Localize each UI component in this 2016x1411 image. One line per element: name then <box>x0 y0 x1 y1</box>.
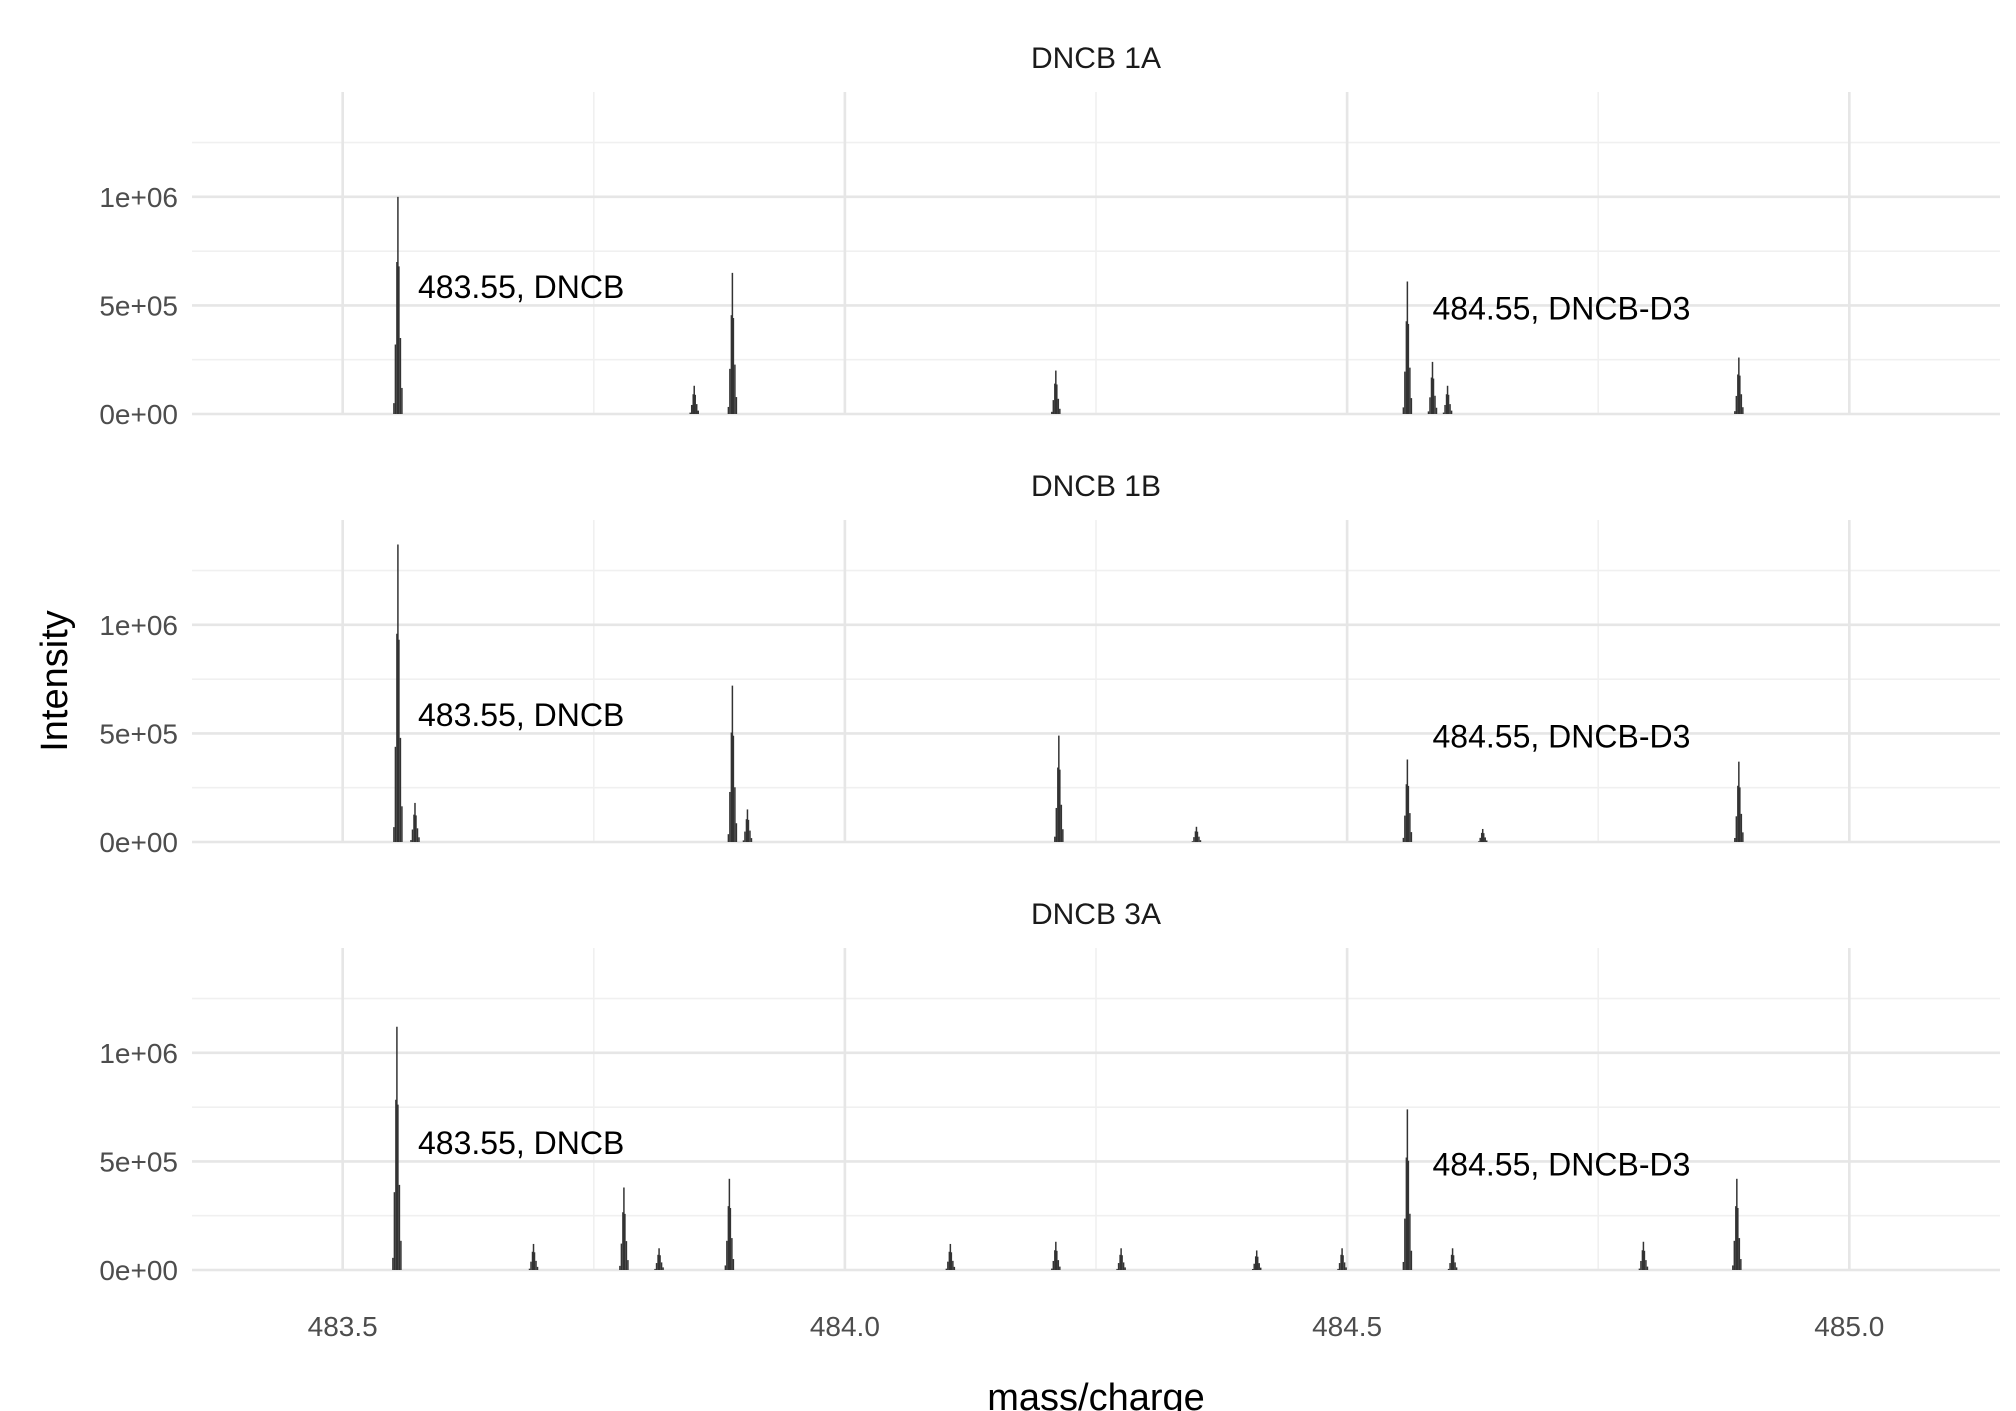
x-axis-ticks: 483.5 484.0 484.5 485.0 <box>308 1311 1885 1342</box>
x-tick-label: 483.5 <box>308 1311 378 1342</box>
peak-annotation: 484.55, DNCB-D3 <box>1432 719 1690 755</box>
spectrum-peak <box>1054 735 1064 842</box>
x-tick-label: 484.5 <box>1312 1311 1382 1342</box>
facet-panel: DNCB 1B 0e+00 5e+05 1e+06 483.55, DNCB 484.55… <box>99 470 2000 858</box>
facet-panel: DNCB 3A 0e+00 5e+05 1e+06 483.55, DNCB 484.55… <box>99 898 2000 1286</box>
y-tick-label: 0e+00 <box>99 827 178 858</box>
spectrum-peak <box>392 1026 402 1270</box>
y-axis-title: Intensity <box>34 610 76 752</box>
spectrum-peak <box>1427 361 1438 414</box>
spectrum-peak <box>528 1243 539 1270</box>
spectrum-peak <box>1251 1250 1262 1270</box>
x-tick-label: 484.0 <box>810 1311 880 1342</box>
spectrum-peak <box>1116 1248 1126 1270</box>
spectrum-peak <box>727 685 738 842</box>
spectrum-peak <box>410 802 420 842</box>
spectrum-peak <box>1402 281 1413 414</box>
peak-annotation: 484.55, DNCB-D3 <box>1432 291 1690 327</box>
y-tick-label: 1e+06 <box>99 610 178 641</box>
spectrum-peak <box>393 196 403 414</box>
spectrum-peak <box>727 272 738 414</box>
spectrum-peak <box>724 1178 735 1270</box>
peak-annotation: 484.55, DNCB-D3 <box>1432 1147 1690 1183</box>
x-axis-title: mass/charge <box>987 1377 1205 1411</box>
spectrum-peak <box>1051 1241 1061 1270</box>
spectrum-peak <box>1734 357 1744 414</box>
spectrum-peak <box>1734 761 1744 842</box>
peak-annotation: 483.55, DNCB <box>418 1125 624 1161</box>
panel-title: DNCB 3A <box>1031 898 1161 931</box>
y-tick-label: 1e+06 <box>99 182 178 213</box>
y-tick-label: 0e+00 <box>99 399 178 430</box>
spectrum-peak <box>1732 1178 1742 1270</box>
y-tick-label: 1e+06 <box>99 1038 178 1069</box>
panel-title: DNCB 1A <box>1031 42 1161 75</box>
spectrum-peak <box>1402 1109 1413 1270</box>
spectrum-peak <box>945 1243 956 1270</box>
spectrum-peak <box>689 385 699 414</box>
x-tick-label: 485.0 <box>1814 1311 1884 1342</box>
spectrum-peak <box>654 1248 664 1270</box>
facet-panel: DNCB 1A 0e+00 5e+05 1e+06 483.55, DNCB 484.55… <box>99 42 2000 430</box>
peak-annotation: 483.55, DNCB <box>418 697 624 733</box>
peak-annotation: 483.55, DNCB <box>418 269 624 305</box>
y-tick-label: 5e+05 <box>99 718 178 749</box>
spectrum-peak <box>1447 1248 1458 1270</box>
facet-panels: DNCB 1A 0e+00 5e+05 1e+06 483.55, DNCB 484.55… <box>99 42 2000 1286</box>
spectrum-peak <box>1051 370 1061 414</box>
spectrum-peak <box>1477 828 1488 842</box>
panel-title: DNCB 1B <box>1031 470 1161 503</box>
spectrum-peak <box>1402 759 1413 842</box>
y-tick-label: 0e+00 <box>99 1255 178 1286</box>
spectrum-peak <box>1337 1248 1347 1270</box>
spectrum-peak <box>1638 1241 1649 1270</box>
y-tick-label: 5e+05 <box>99 1146 178 1177</box>
spectrum-peak <box>742 809 753 842</box>
spectrum-peak <box>1442 385 1453 414</box>
spectrum-peak <box>619 1187 629 1270</box>
spectrum-peak <box>1191 826 1202 842</box>
spectrum-peak <box>393 544 403 842</box>
y-tick-label: 5e+05 <box>99 290 178 321</box>
